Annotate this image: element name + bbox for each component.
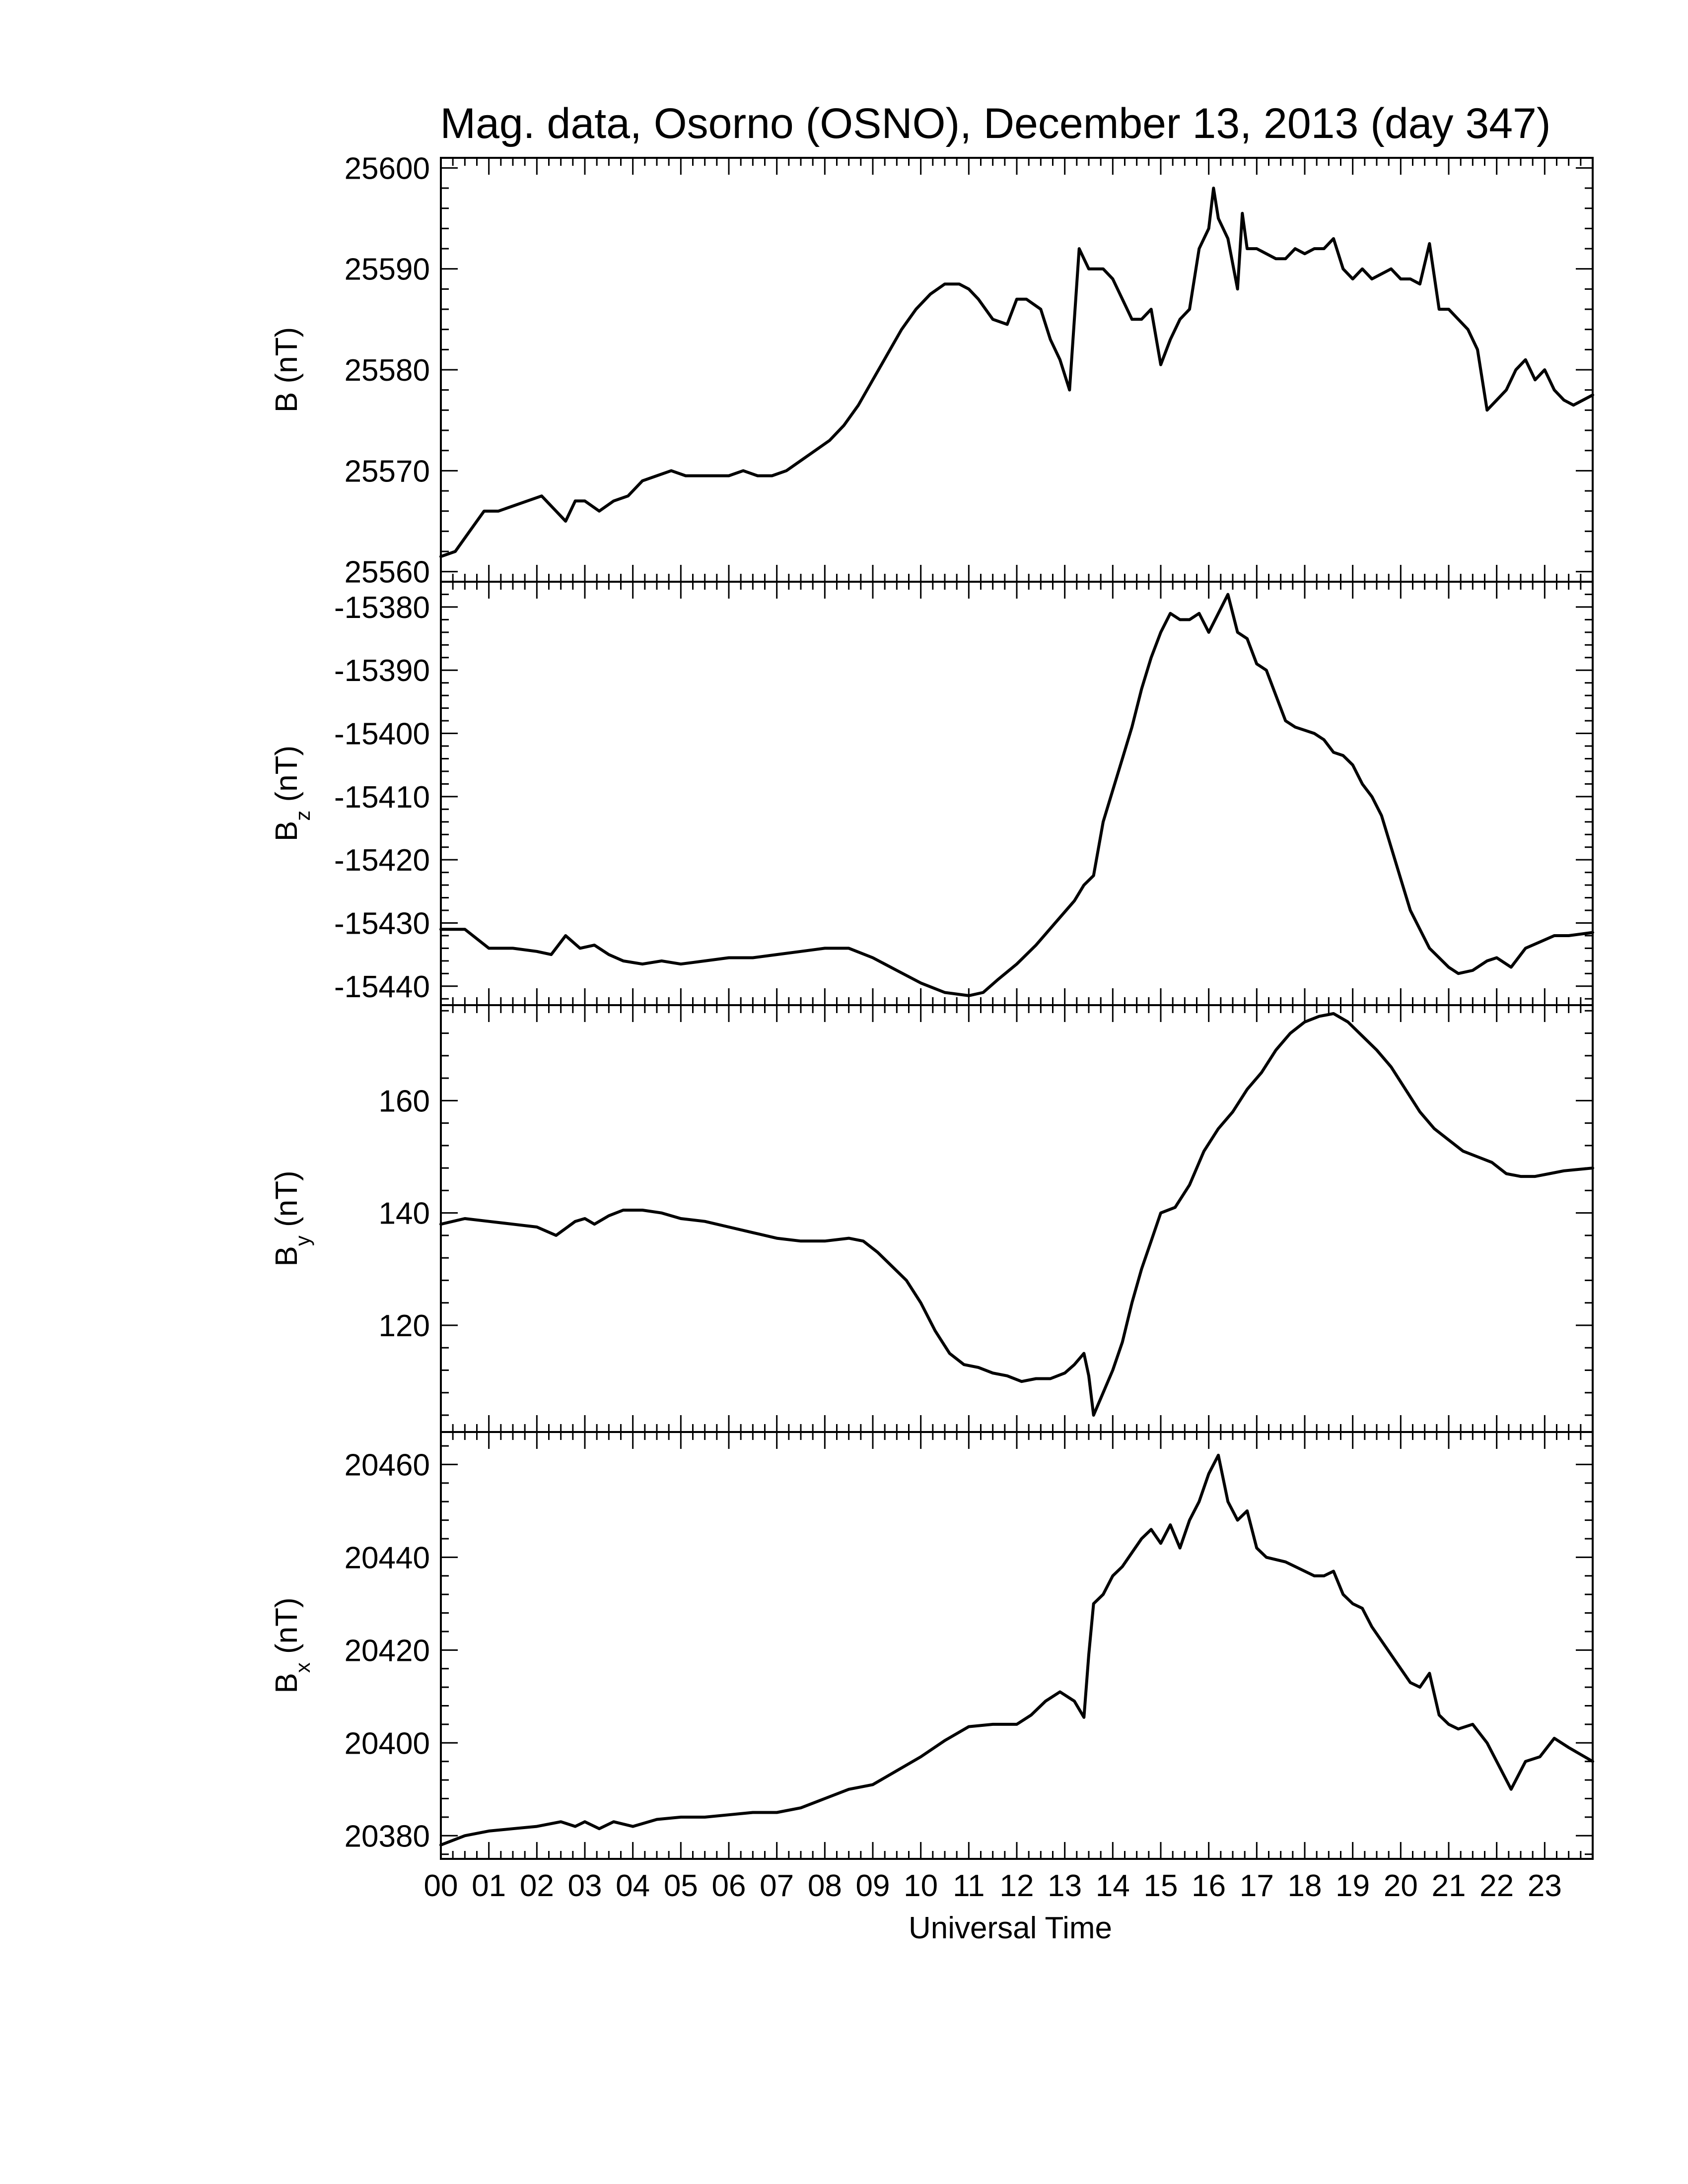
panel-by-frame [440, 1004, 1594, 1433]
x-tick-label: 20 [1384, 1869, 1418, 1903]
panel-by: 120 140 160 By (nT) [270, 1004, 1594, 1433]
ylabel-main: B [270, 821, 304, 841]
panel-by-series-line [439, 1012, 1594, 1417]
x-tick-label: 08 [808, 1869, 842, 1903]
panel-bz-y-ticks [441, 581, 1593, 1000]
x-tick-label: 23 [1528, 1869, 1562, 1903]
panel-by-x-ticks [440, 1005, 1594, 1432]
y-tick-label: -15410 [334, 780, 430, 815]
panel-bz-frame [440, 581, 1594, 1006]
y-tick-label: -15400 [334, 717, 430, 751]
y-tick-label: -15420 [334, 843, 430, 878]
panel-b-frame [440, 157, 1594, 583]
y-tick-label: 120 [379, 1309, 430, 1343]
x-tick-label: 00 [424, 1869, 458, 1903]
panel-by-ylabel: By (nT) [270, 1170, 314, 1266]
x-tick-label: 21 [1432, 1869, 1466, 1903]
panel-b-y-ticks [441, 167, 1593, 573]
y-tick-label: 25570 [345, 454, 430, 488]
panel-bx-series-line [439, 1453, 1594, 1846]
x-tick-label: 02 [520, 1869, 554, 1903]
y-tick-label: 140 [379, 1197, 430, 1231]
x-tick-label: 07 [760, 1869, 794, 1903]
chart-title: Mag. data, Osorno (OSNO), December 13, 2… [440, 100, 1550, 147]
x-tick-labels: 00 01 02 03 04 05 06 07 08 09 10 11 12 13 14 15 16 17 18 19… [424, 1869, 1562, 1903]
y-tick-label: 20440 [345, 1541, 430, 1575]
panel-b-ylabel: B (nT) [270, 327, 304, 412]
panel-b: 25560 25570 25580 25590 25600 B (nT) [270, 151, 1594, 590]
x-tick-label: 14 [1096, 1869, 1130, 1903]
x-tick-label: 19 [1336, 1869, 1370, 1903]
panel-bx-y-ticks [441, 1445, 1593, 1855]
x-tick-label: 22 [1479, 1869, 1514, 1903]
panel-bx-frame [440, 1431, 1594, 1860]
panel-bz: -15440 -15430 -15420 -15410 -15400 -15390 -153… [270, 581, 1594, 1006]
y-tick-label: -15440 [334, 970, 430, 1004]
panel-bz-ylabel: Bz (nT) [270, 746, 314, 841]
x-tick-label: 10 [904, 1869, 938, 1903]
ylabel-main: B [270, 392, 304, 412]
x-tick-label: 12 [1000, 1869, 1034, 1903]
x-tick-label: 01 [472, 1869, 506, 1903]
x-tick-label: 17 [1240, 1869, 1274, 1903]
x-tick-label: 16 [1192, 1869, 1226, 1903]
panel-bz-series-line [439, 593, 1594, 997]
x-tick-label: 11 [953, 1869, 985, 1903]
x-tick-label: 03 [568, 1869, 602, 1903]
y-tick-label: -15390 [334, 654, 430, 688]
y-tick-label: -15430 [334, 906, 430, 941]
x-tick-label: 18 [1288, 1869, 1322, 1903]
ylabel-subscript: z [291, 811, 314, 821]
panel-bx-x-ticks [440, 1432, 1594, 1859]
y-tick-label: 25600 [345, 151, 430, 186]
panel-bx-ylabel: Bx (nT) [270, 1597, 314, 1693]
panel-bz-x-ticks [440, 582, 1594, 1005]
ylabel-unit: (nT) [270, 327, 304, 392]
ylabel-main: B [270, 1246, 304, 1266]
x-tick-label: 13 [1048, 1869, 1082, 1903]
y-tick-label: -15380 [334, 591, 430, 625]
ylabel-unit: (nT) [270, 1170, 304, 1235]
x-axis-label: Universal Time [909, 1911, 1112, 1945]
ylabel-main: B [270, 1673, 304, 1693]
y-tick-label: 25560 [345, 555, 430, 590]
y-tick-label: 20460 [345, 1448, 430, 1482]
panel-b-x-ticks [440, 158, 1594, 582]
y-tick-label: 20420 [345, 1634, 430, 1668]
y-tick-label: 25590 [345, 253, 430, 287]
x-tick-label: 04 [616, 1869, 650, 1903]
ylabel-subscript: y [291, 1235, 314, 1246]
panel-bx: 20380 20400 20420 20440 20460 Bx (nT) [270, 1431, 1594, 1860]
x-tick-label: 05 [664, 1869, 698, 1903]
x-tick-label: 15 [1144, 1869, 1178, 1903]
y-tick-label: 160 [379, 1084, 430, 1118]
ylabel-unit: (nT) [270, 746, 304, 811]
x-tick-label: 06 [712, 1869, 746, 1903]
ylabel-subscript: x [291, 1662, 314, 1673]
ylabel-unit: (nT) [270, 1597, 304, 1662]
y-tick-label: 20380 [345, 1819, 430, 1853]
y-tick-label: 20400 [345, 1726, 430, 1761]
y-tick-label: 25580 [345, 353, 430, 388]
x-tick-label: 09 [856, 1869, 890, 1903]
panel-b-series-line [439, 187, 1594, 558]
